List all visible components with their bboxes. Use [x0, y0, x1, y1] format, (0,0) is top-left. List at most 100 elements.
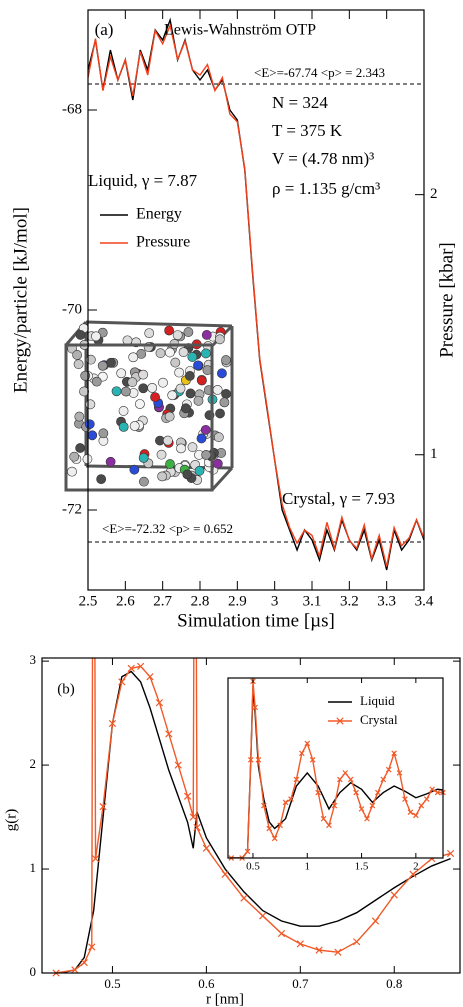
data-marker: [155, 699, 164, 707]
molecule-atom: [138, 369, 149, 380]
molecule-atom: [138, 452, 149, 463]
data-marker: [353, 938, 361, 946]
annotation: <E>=-67.74 <p> = 2.343: [254, 65, 385, 80]
molecule-atom: [118, 406, 129, 416]
molecule-box: [64, 320, 234, 492]
molecule-atom: [116, 368, 127, 379]
data-marker: [277, 929, 286, 938]
data-marker: [146, 673, 154, 681]
molecule-atom: [118, 421, 129, 432]
plot-frame: [87, 9, 425, 591]
molecule-atom: [96, 474, 107, 485]
data-marker: [118, 678, 126, 686]
data-marker: [347, 776, 354, 783]
molecule-atom: [129, 421, 140, 431]
molecule-atom: [196, 433, 207, 444]
molecule-atom: [167, 390, 178, 401]
molecule-atom: [105, 456, 116, 467]
x-tick-label: 0.6: [198, 976, 215, 991]
molecule-atom: [87, 430, 98, 441]
molecule-atom: [79, 386, 89, 397]
panel-label: (a): [95, 20, 114, 39]
data-marker: [259, 912, 267, 920]
data-marker: [193, 823, 201, 832]
data-marker: [320, 815, 327, 822]
panel-label: (b): [57, 681, 75, 697]
molecule-atom: [172, 330, 183, 340]
molecule-atom: [128, 352, 139, 363]
molecule-atom: [219, 397, 230, 408]
data-marker: [240, 894, 248, 902]
data-marker: [99, 803, 107, 811]
y-tick-label: 0: [30, 964, 37, 979]
molecule-atom: [194, 465, 205, 476]
y2-axis-label: Pressure [kbar]: [436, 242, 457, 358]
molecule-atom: [183, 327, 194, 337]
molecule-atom: [221, 355, 231, 365]
molecule-atom: [73, 359, 84, 370]
data-marker: [71, 966, 79, 974]
data-marker: [271, 835, 278, 842]
molecule-atom: [150, 392, 160, 403]
molecule-atom: [67, 466, 77, 477]
series-line: [56, 670, 451, 973]
x-tick-label: 0.7: [292, 976, 309, 991]
x-tick-label: 3.2: [340, 593, 359, 609]
molecule-atom: [144, 328, 155, 339]
molecule-atom: [91, 331, 101, 342]
data-marker: [80, 958, 88, 967]
y-tick-label: 3: [30, 652, 37, 667]
molecule-atom: [164, 411, 175, 422]
x-tick-label: 1: [305, 861, 311, 873]
molecule-atom: [180, 403, 191, 414]
molecule-atom: [72, 350, 83, 360]
annotation: T = 375 K: [272, 121, 343, 140]
molecule-atom: [170, 357, 181, 368]
molecule-atom: [196, 375, 207, 386]
y-tick-label: -72: [62, 501, 82, 517]
molecule-atom: [157, 471, 168, 482]
data-marker: [202, 844, 211, 852]
data-marker: [358, 806, 365, 812]
annotation: <E>=-72.32 <p> = 0.652: [102, 521, 233, 536]
molecule-atom: [182, 469, 193, 480]
molecule-atom: [74, 411, 85, 422]
series-line: [88, 17, 424, 571]
molecule-atom: [193, 360, 203, 371]
data-marker: [423, 796, 430, 802]
molecule-atom: [69, 451, 80, 462]
molecule-atom: [129, 464, 140, 475]
data-marker: [391, 750, 397, 757]
molecule-atom: [164, 347, 175, 358]
molecule-atom: [176, 443, 186, 454]
molecule-atom: [185, 388, 196, 399]
data-marker: [402, 796, 408, 802]
molecule-atom: [221, 389, 231, 399]
molecule-atom: [201, 348, 211, 359]
data-marker: [369, 802, 376, 809]
x-tick-label: 0.5: [104, 976, 120, 991]
molecule-atom: [75, 330, 86, 340]
legend-label: Energy: [136, 206, 182, 223]
annotation: ρ = 1.135 g/cm³: [272, 179, 380, 198]
molecule-atom: [165, 459, 175, 469]
annotation: Crystal, γ = 7.93: [282, 489, 395, 508]
x-tick-label: 2.9: [228, 593, 247, 609]
molecule-atom: [212, 458, 223, 469]
data-marker: [137, 662, 145, 670]
x-tick-label: 2.6: [116, 593, 135, 609]
data-marker: [434, 789, 441, 796]
data-marker: [165, 730, 173, 738]
molecule-atom: [214, 334, 225, 345]
data-marker: [396, 770, 403, 776]
data-marker: [446, 849, 455, 858]
cube-face: [64, 343, 214, 492]
molecule-atom: [127, 377, 138, 388]
data-marker: [108, 719, 117, 728]
x-tick-label: 0.5: [246, 861, 260, 873]
molecule-atom: [139, 476, 149, 487]
data-marker: [315, 946, 323, 954]
data-marker: [174, 761, 182, 769]
molecule-atom: [134, 399, 145, 409]
